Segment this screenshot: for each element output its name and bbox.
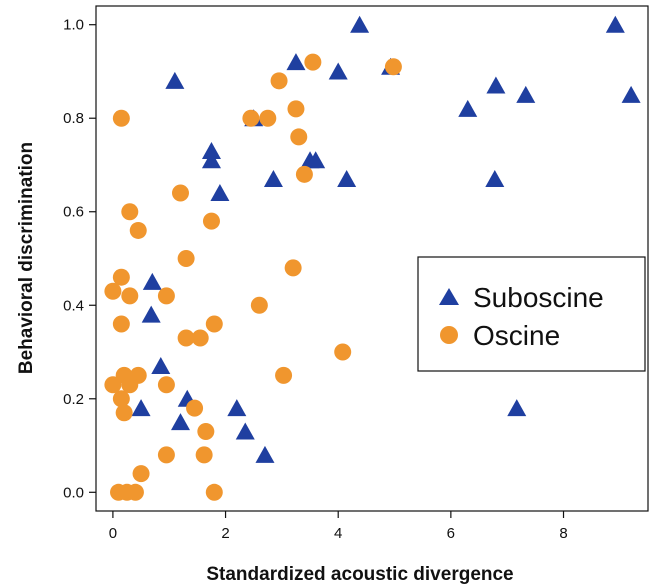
y-tick-label: 0.0 [63, 484, 84, 501]
suboscine-point [235, 422, 255, 440]
oscine-point [191, 329, 209, 347]
oscine-point [121, 376, 139, 394]
oscine-point [121, 287, 139, 305]
y-tick-label: 0.2 [63, 391, 84, 408]
x-tick-label: 6 [447, 525, 455, 542]
oscine-point [205, 483, 223, 501]
y-tick-label: 0.8 [63, 110, 84, 127]
suboscine-point [286, 53, 306, 71]
x-tick-label: 0 [109, 525, 117, 542]
oscine-point [186, 399, 204, 417]
x-axis-title: Standardized acoustic divergence [206, 564, 513, 585]
oscine-point [129, 221, 147, 239]
oscine-point [259, 109, 277, 127]
plot-frame [95, 5, 649, 512]
oscine-point [112, 390, 130, 408]
oscine-point [295, 165, 313, 183]
legend-marker-suboscine [439, 288, 459, 305]
suboscine-point [337, 170, 357, 188]
suboscine-point [170, 413, 190, 431]
suboscine-point [201, 141, 221, 159]
x-tick-label: 8 [559, 525, 567, 542]
oscine-point [384, 58, 402, 76]
suboscine-point [507, 399, 527, 417]
suboscine-point [255, 445, 275, 463]
x-tick-label: 2 [221, 525, 229, 542]
oscine-point [287, 100, 305, 118]
oscine-point [304, 53, 322, 71]
oscine-point [104, 376, 122, 394]
oscine-point [121, 203, 139, 221]
y-tick-label: 1.0 [63, 17, 84, 34]
suboscine-point [151, 357, 171, 375]
data-points [104, 15, 641, 501]
oscine-point [195, 446, 213, 464]
oscine-point [112, 109, 130, 127]
suboscine-point [131, 399, 151, 417]
oscine-point [290, 128, 308, 146]
oscine-point [284, 259, 302, 277]
y-tick-label: 0.6 [63, 204, 84, 221]
oscine-point [171, 184, 189, 202]
oscine-point [334, 343, 352, 361]
legend-label-suboscine: Suboscine [473, 282, 604, 313]
oscine-point [177, 329, 195, 347]
suboscine-point [605, 15, 625, 33]
y-tick-label: 0.4 [63, 297, 84, 314]
oscine-point [202, 212, 220, 230]
oscine-point [157, 287, 175, 305]
suboscine-point [306, 151, 326, 169]
oscine-point [157, 446, 175, 464]
oscine-point [205, 315, 223, 333]
oscine-point [242, 109, 260, 127]
suboscine-point [458, 99, 478, 117]
oscine-point [104, 282, 122, 300]
oscine-point [112, 315, 130, 333]
oscine-point [275, 366, 293, 384]
oscine-point [112, 268, 130, 286]
suboscine-point [227, 399, 247, 417]
y-axis-title: Behavioral discrimination [16, 142, 37, 374]
suboscine-point [210, 184, 230, 202]
oscine-point [126, 483, 144, 501]
suboscine-point [142, 272, 162, 290]
oscine-point [132, 465, 150, 483]
suboscine-point [485, 170, 505, 188]
suboscine-point [201, 151, 221, 169]
legend-marker-oscine [440, 326, 458, 344]
x-axis: 0 2 4 6 8 [109, 511, 568, 542]
suboscine-point [350, 15, 370, 33]
legend-label-oscine: Oscine [473, 320, 560, 351]
oscine-point [250, 296, 268, 314]
suboscine-point [328, 62, 348, 80]
legend-box [417, 256, 646, 372]
suboscine-point [165, 71, 185, 89]
x-tick-label: 4 [334, 525, 342, 542]
legend: Suboscine Oscine [417, 256, 646, 372]
suboscine-point [263, 170, 283, 188]
oscine-point [197, 423, 215, 441]
oscine-point [270, 72, 288, 90]
y-axis: 0.0 0.2 0.4 0.6 0.8 1.0 [63, 17, 96, 501]
suboscine-point [486, 76, 506, 94]
suboscine-point [516, 85, 536, 103]
oscine-point [115, 404, 133, 422]
suboscine-point [621, 85, 641, 103]
oscine-point [157, 376, 175, 394]
suboscine-point [141, 305, 161, 323]
oscine-point [177, 250, 195, 267]
